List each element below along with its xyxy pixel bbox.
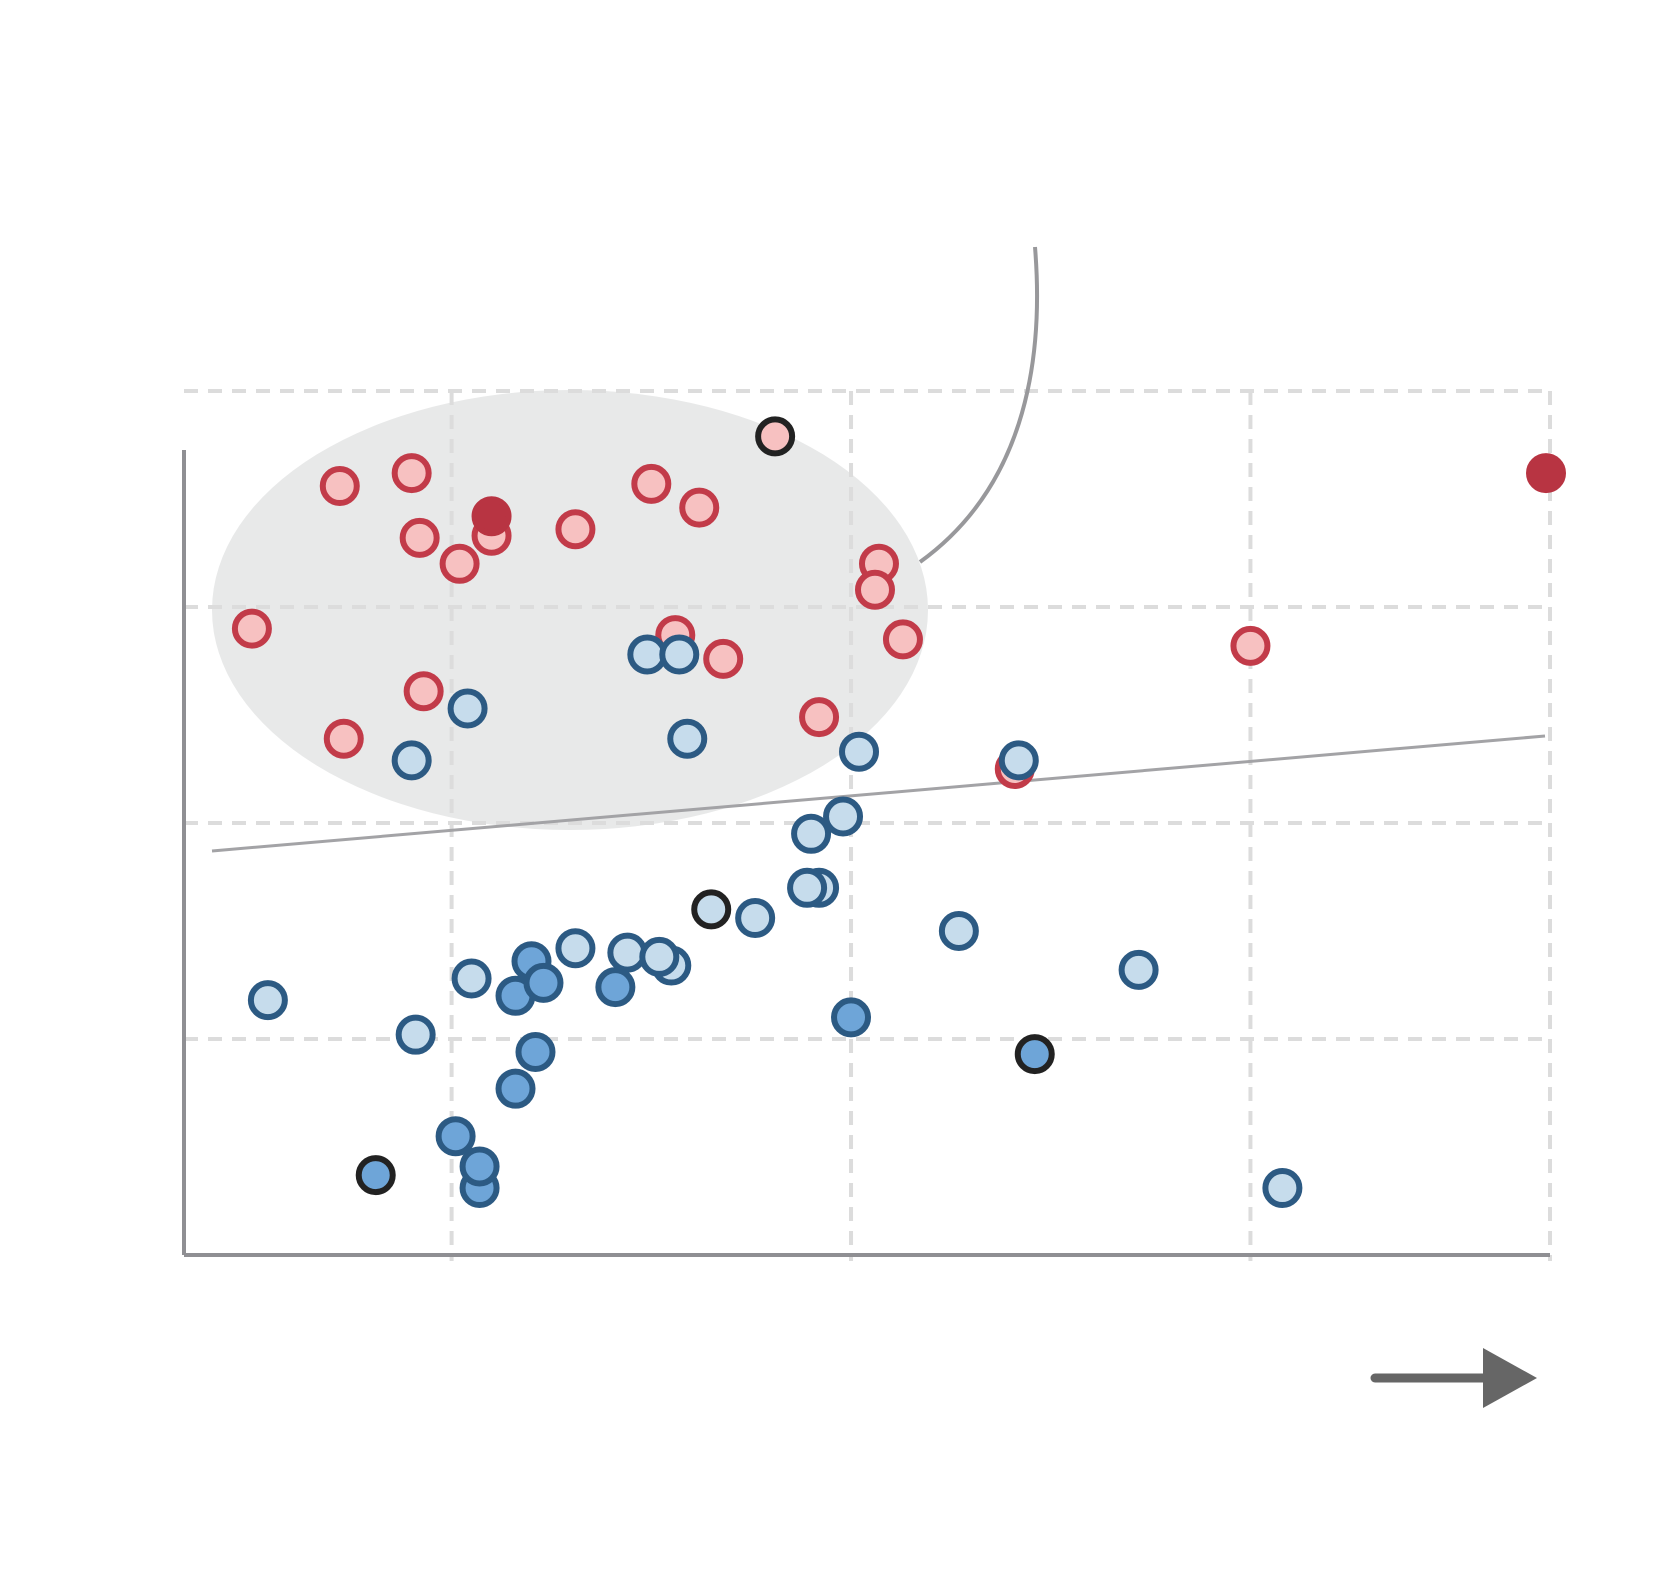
point	[1526, 453, 1567, 494]
point	[595, 967, 636, 1008]
point	[679, 487, 720, 528]
point	[439, 543, 480, 584]
point	[231, 608, 272, 649]
arrow-head	[1483, 1348, 1537, 1408]
point	[639, 936, 680, 977]
point	[399, 517, 440, 558]
point	[391, 740, 432, 781]
point	[631, 463, 672, 504]
point	[998, 740, 1039, 781]
point	[1262, 1168, 1303, 1209]
point	[607, 932, 648, 973]
point	[395, 1014, 436, 1055]
point	[735, 898, 776, 939]
point	[791, 813, 832, 854]
point	[471, 496, 512, 537]
point	[495, 1068, 536, 1109]
point	[787, 867, 828, 908]
point	[823, 796, 864, 837]
point	[555, 509, 596, 550]
point	[1118, 949, 1159, 990]
point	[659, 634, 700, 675]
point	[854, 569, 895, 610]
point	[459, 1146, 500, 1187]
point	[691, 889, 732, 930]
point	[1230, 625, 1271, 666]
connector	[918, 246, 1040, 564]
point	[1014, 1034, 1055, 1075]
point	[755, 416, 796, 457]
point	[703, 638, 744, 679]
point	[447, 688, 488, 729]
point	[831, 997, 872, 1038]
point	[938, 911, 979, 951]
point	[247, 980, 288, 1021]
point	[523, 962, 564, 1003]
point	[403, 671, 444, 712]
point	[435, 1116, 476, 1157]
point	[799, 697, 840, 738]
point	[451, 958, 492, 999]
point	[667, 718, 708, 759]
point	[555, 928, 596, 969]
points	[231, 416, 1567, 1209]
trend-line	[211, 734, 1546, 853]
point	[882, 619, 923, 660]
highlight-region	[212, 390, 928, 830]
point	[839, 731, 880, 772]
point	[515, 1031, 556, 1072]
point	[355, 1155, 396, 1196]
point	[323, 718, 364, 759]
point	[627, 634, 668, 675]
point	[319, 466, 360, 507]
point	[391, 453, 432, 494]
